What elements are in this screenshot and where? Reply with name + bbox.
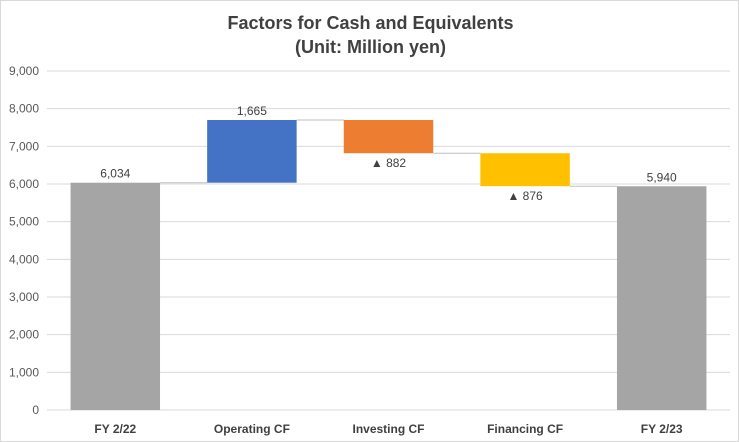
data-labels: 6,034 1,665 ▲ 882 ▲ 876 5,940 [100, 104, 677, 203]
bar-fy-2-22 [70, 182, 161, 410]
bar-investing-cf [343, 120, 434, 154]
y-tick-label: 5,000 [9, 215, 39, 229]
y-axis-tick-labels: 0 1,000 2,000 3,000 4,000 5,000 6,000 7,000 8,00… [9, 64, 39, 417]
data-label: ▲ 876 [507, 189, 543, 203]
chart-title: Factors for Cash and Equivalents [227, 13, 514, 33]
x-category-label: FY 2/23 [641, 422, 683, 436]
data-label: 1,665 [237, 104, 267, 118]
y-tick-label: 8,000 [9, 102, 39, 116]
x-category-label: Operating CF [214, 422, 290, 436]
bars [70, 120, 707, 410]
y-tick-label: 4,000 [9, 252, 39, 266]
x-axis-category-labels: FY 2/22 Operating CF Investing CF Financing… [94, 422, 683, 436]
data-label: 5,940 [647, 170, 677, 184]
x-category-label: Financing CF [487, 422, 563, 436]
bar-operating-cf [207, 120, 297, 183]
chart-title-block: Factors for Cash and Equivalents (Unit: … [1, 11, 738, 59]
gridlines [47, 70, 730, 411]
data-label: ▲ 882 [371, 156, 407, 170]
y-tick-label: 9,000 [9, 64, 39, 78]
x-category-label: Investing CF [352, 422, 424, 436]
x-category-label: FY 2/22 [94, 422, 136, 436]
y-tick-label: 3,000 [9, 290, 39, 304]
connector-lines [160, 119, 617, 187]
y-tick-label: 2,000 [9, 328, 39, 342]
bar-financing-cf [480, 153, 570, 187]
data-label: 6,034 [100, 167, 130, 181]
chart-subtitle: (Unit: Million yen) [295, 37, 446, 57]
y-tick-label: 7,000 [9, 139, 39, 153]
y-tick-label: 6,000 [9, 177, 39, 191]
bar-fy-2-23 [616, 186, 707, 410]
y-tick-label: 1,000 [9, 365, 39, 379]
y-tick-label: 0 [32, 403, 39, 417]
